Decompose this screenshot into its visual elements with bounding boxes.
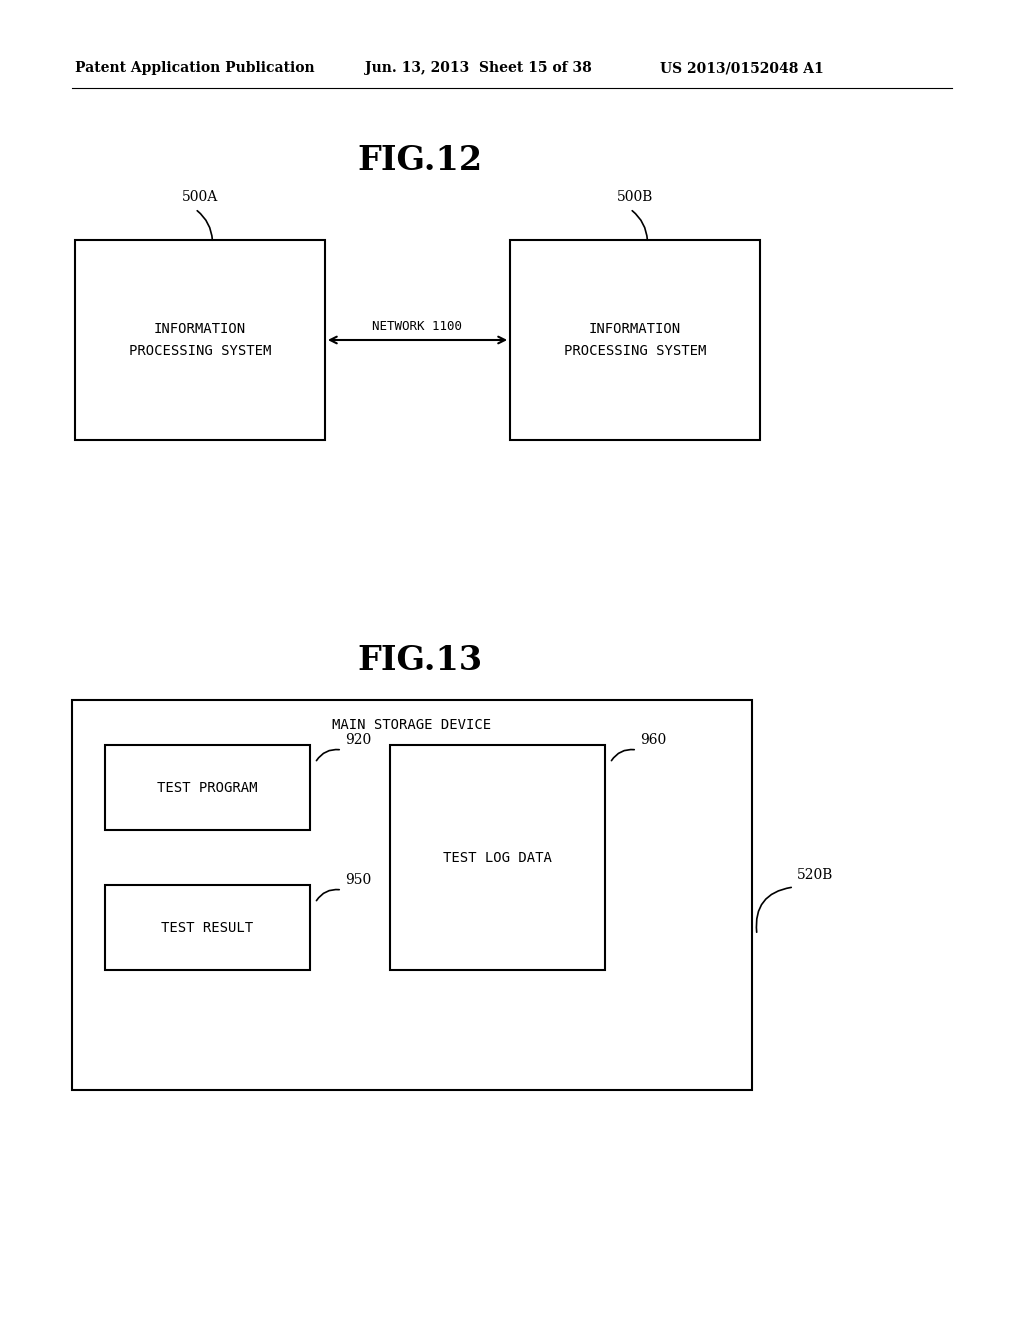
Text: Patent Application Publication: Patent Application Publication	[75, 61, 314, 75]
Text: 520B: 520B	[797, 869, 834, 882]
Text: FIG.12: FIG.12	[357, 144, 482, 177]
Text: INFORMATION
PROCESSING SYSTEM: INFORMATION PROCESSING SYSTEM	[564, 322, 707, 359]
Text: TEST RESULT: TEST RESULT	[162, 920, 254, 935]
Bar	[390, 744, 605, 970]
Text: 920: 920	[345, 733, 372, 747]
Text: 950: 950	[345, 873, 372, 887]
Text: 500B: 500B	[616, 190, 653, 205]
Bar	[105, 884, 310, 970]
Text: INFORMATION
PROCESSING SYSTEM: INFORMATION PROCESSING SYSTEM	[129, 322, 271, 359]
Text: US 2013/0152048 A1: US 2013/0152048 A1	[660, 61, 823, 75]
Text: Jun. 13, 2013  Sheet 15 of 38: Jun. 13, 2013 Sheet 15 of 38	[365, 61, 592, 75]
Text: TEST LOG DATA: TEST LOG DATA	[443, 850, 552, 865]
Bar	[510, 240, 760, 440]
Text: 960: 960	[640, 733, 667, 747]
Bar	[72, 700, 752, 1090]
Bar	[105, 744, 310, 830]
Text: 500A: 500A	[182, 190, 218, 205]
Text: NETWORK 1100: NETWORK 1100	[373, 321, 463, 334]
Text: FIG.13: FIG.13	[357, 644, 482, 676]
Bar	[75, 240, 325, 440]
Text: MAIN STORAGE DEVICE: MAIN STORAGE DEVICE	[333, 718, 492, 733]
Text: TEST PROGRAM: TEST PROGRAM	[158, 780, 258, 795]
